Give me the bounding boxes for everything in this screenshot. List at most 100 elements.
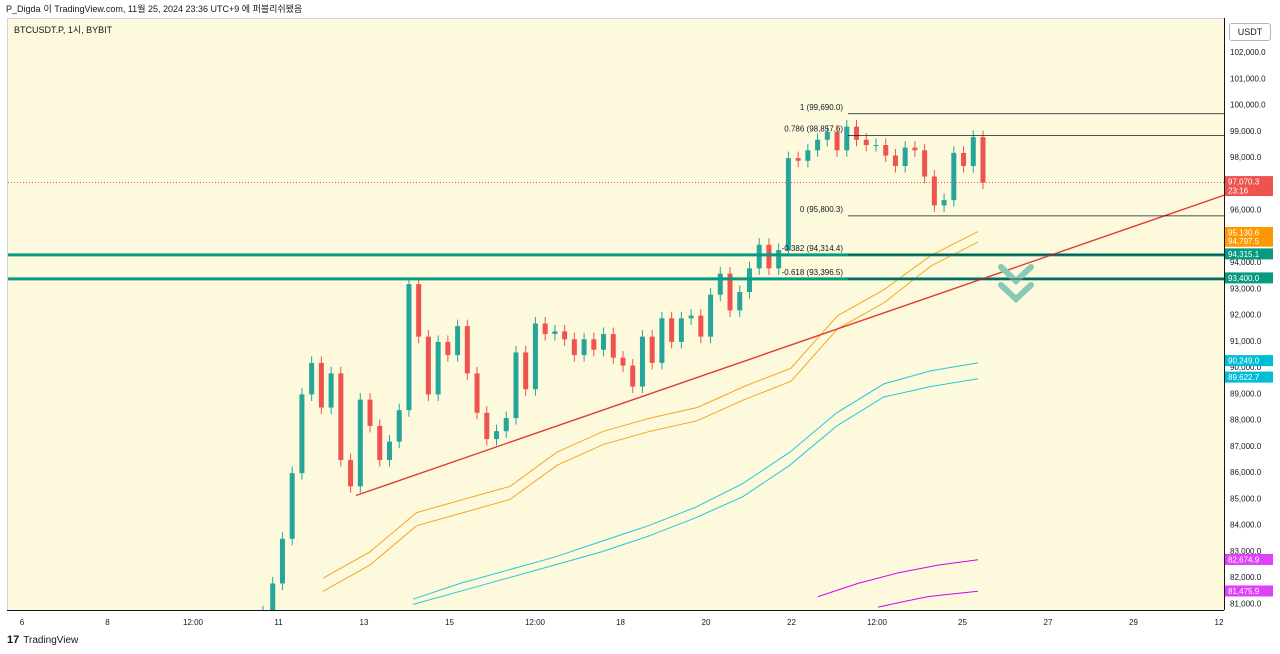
candle-body <box>961 152 967 167</box>
price-tag-label: 94,797.5 <box>1228 237 1260 246</box>
price-tick-label: 91,000.0 <box>1230 337 1262 346</box>
candle-body <box>854 126 860 140</box>
candle-body <box>970 137 976 167</box>
candle-body <box>523 352 529 390</box>
price-tick-label: 83,000.0 <box>1230 547 1262 556</box>
candle-body <box>698 315 704 337</box>
candle-body <box>922 150 928 177</box>
time-axis-labels: 6 8 12:00 11 13 15 12:00 18 20 22 12:00 25 27 29 12 <box>20 618 1224 627</box>
candle-body <box>386 441 392 461</box>
price-tick-label: 84,000.0 <box>1230 521 1262 530</box>
price-tick-label: 81,000.0 <box>1230 599 1262 608</box>
candle-body <box>756 244 762 269</box>
time-tick-label: 20 <box>702 618 711 627</box>
orange-band-upper <box>322 231 979 579</box>
candle-body <box>805 150 811 161</box>
fib-level-label: 1 (99,690.0) <box>800 103 843 112</box>
price-tag-label: 81,475.9 <box>1228 587 1260 596</box>
time-axis[interactable]: 6 8 12:00 11 13 15 12:00 18 20 22 12:00 25 27 29 12 <box>7 610 1224 631</box>
symbol-label[interactable]: BTCUSDT.P, 1시, BYBIT <box>14 25 113 35</box>
candle-body <box>649 336 655 363</box>
price-tag <box>1225 355 1273 367</box>
candle-body <box>834 131 840 151</box>
price-tick-label: 94,000.0 <box>1230 258 1262 267</box>
candle-body <box>620 357 626 366</box>
candle-body <box>717 273 723 295</box>
price-tick-label: 98,000.0 <box>1230 153 1262 162</box>
time-tick-label: 12:00 <box>867 618 888 627</box>
candle-body <box>776 250 782 269</box>
cyan-band-lower <box>412 378 979 605</box>
candle-body <box>980 137 986 183</box>
currency-button[interactable]: USDT <box>1229 23 1271 41</box>
check-marker-icon <box>998 264 1034 304</box>
price-tag-label: 94,315.1 <box>1228 250 1260 259</box>
fib-level-label: 0 (95,800.3) <box>800 205 843 214</box>
candle-body <box>951 152 957 201</box>
candle-body <box>892 155 898 167</box>
publish-header: P_Digda 이 TradingView.com, 11월 25, 2024 2… <box>0 0 1280 18</box>
candle-body <box>552 331 558 335</box>
candle-body <box>601 334 607 350</box>
candle-body <box>484 412 490 440</box>
time-tick-label: 25 <box>958 618 967 627</box>
price-tick-label: 82,000.0 <box>1230 573 1262 582</box>
price-tag <box>1225 176 1273 197</box>
candle-body <box>863 139 869 146</box>
candle-body <box>610 334 616 358</box>
price-tick-label: 88,000.0 <box>1230 416 1262 425</box>
candle-body <box>542 323 548 335</box>
price-chart[interactable]: 1 (99,690.0) 0.786 (98,857.6) 0 (95,800.3)… <box>8 19 1225 611</box>
price-axis[interactable]: USDT 102,000.0 101,000.0 100,000.0 99,000.0… <box>1224 18 1275 610</box>
price-tag <box>1225 226 1273 238</box>
price-tick-label: 85,000.0 <box>1230 494 1262 503</box>
price-tag <box>1225 272 1273 284</box>
candle-body <box>289 473 295 539</box>
candle-body <box>737 292 743 311</box>
candle-body <box>455 326 461 356</box>
candle-body <box>688 315 694 319</box>
candle-body <box>425 336 431 395</box>
time-tick-label: 12 <box>1215 618 1224 627</box>
time-tick-label: 18 <box>616 618 625 627</box>
candle-body <box>464 326 470 374</box>
magenta-band-lower <box>877 590 979 608</box>
candle-body <box>659 318 665 363</box>
price-tick-label: 92,000.0 <box>1230 311 1262 320</box>
candle-body <box>571 339 577 356</box>
price-tag <box>1225 585 1273 597</box>
candle-body <box>630 365 636 387</box>
time-tick-label: 22 <box>787 618 796 627</box>
candle-body <box>883 145 889 156</box>
candle-body <box>678 318 684 342</box>
tradingview-brand[interactable]: TradingView <box>23 634 79 646</box>
price-tag-label: 95,130.6 <box>1228 228 1260 237</box>
candle-body <box>912 147 918 151</box>
candle-body <box>815 139 821 151</box>
price-tag-label: 97,070.3 <box>1228 178 1260 187</box>
candle-body <box>824 131 830 140</box>
time-tick-label: 6 <box>20 618 25 627</box>
price-tick-label: 102,000.0 <box>1230 48 1266 57</box>
candle-body <box>328 373 334 408</box>
candle-body <box>532 323 538 390</box>
candle-body <box>299 394 305 474</box>
fib-level-label: 0.786 (98,857.6) <box>784 125 843 134</box>
author-name[interactable]: P_Digda <box>6 4 41 14</box>
candle-body <box>639 336 645 387</box>
cyan-band-upper <box>412 362 979 600</box>
fib-level-label: -0.618 (93,396.5) <box>782 268 844 277</box>
orange-band-lower <box>322 241 979 592</box>
candle-body <box>377 425 383 461</box>
chart-area[interactable]: BTCUSDT.P, 1시, BYBIT 1 (99,690.0) 0.786 (… <box>7 18 1225 611</box>
candle-body <box>416 284 422 337</box>
price-tag-countdown: 23:16 <box>1228 187 1249 196</box>
tradingview-logo-icon[interactable]: 17 <box>7 634 20 646</box>
candle-body <box>348 460 354 487</box>
price-axis-labels: 102,000.0 101,000.0 100,000.0 99,000.0 98,00… <box>1225 48 1273 608</box>
candle-body <box>445 341 451 356</box>
price-tick-label: 90,000.0 <box>1230 363 1262 372</box>
price-tick-label: 89,000.0 <box>1230 389 1262 398</box>
time-tick-label: 11 <box>274 618 283 627</box>
price-tick-label: 101,000.0 <box>1230 74 1266 83</box>
